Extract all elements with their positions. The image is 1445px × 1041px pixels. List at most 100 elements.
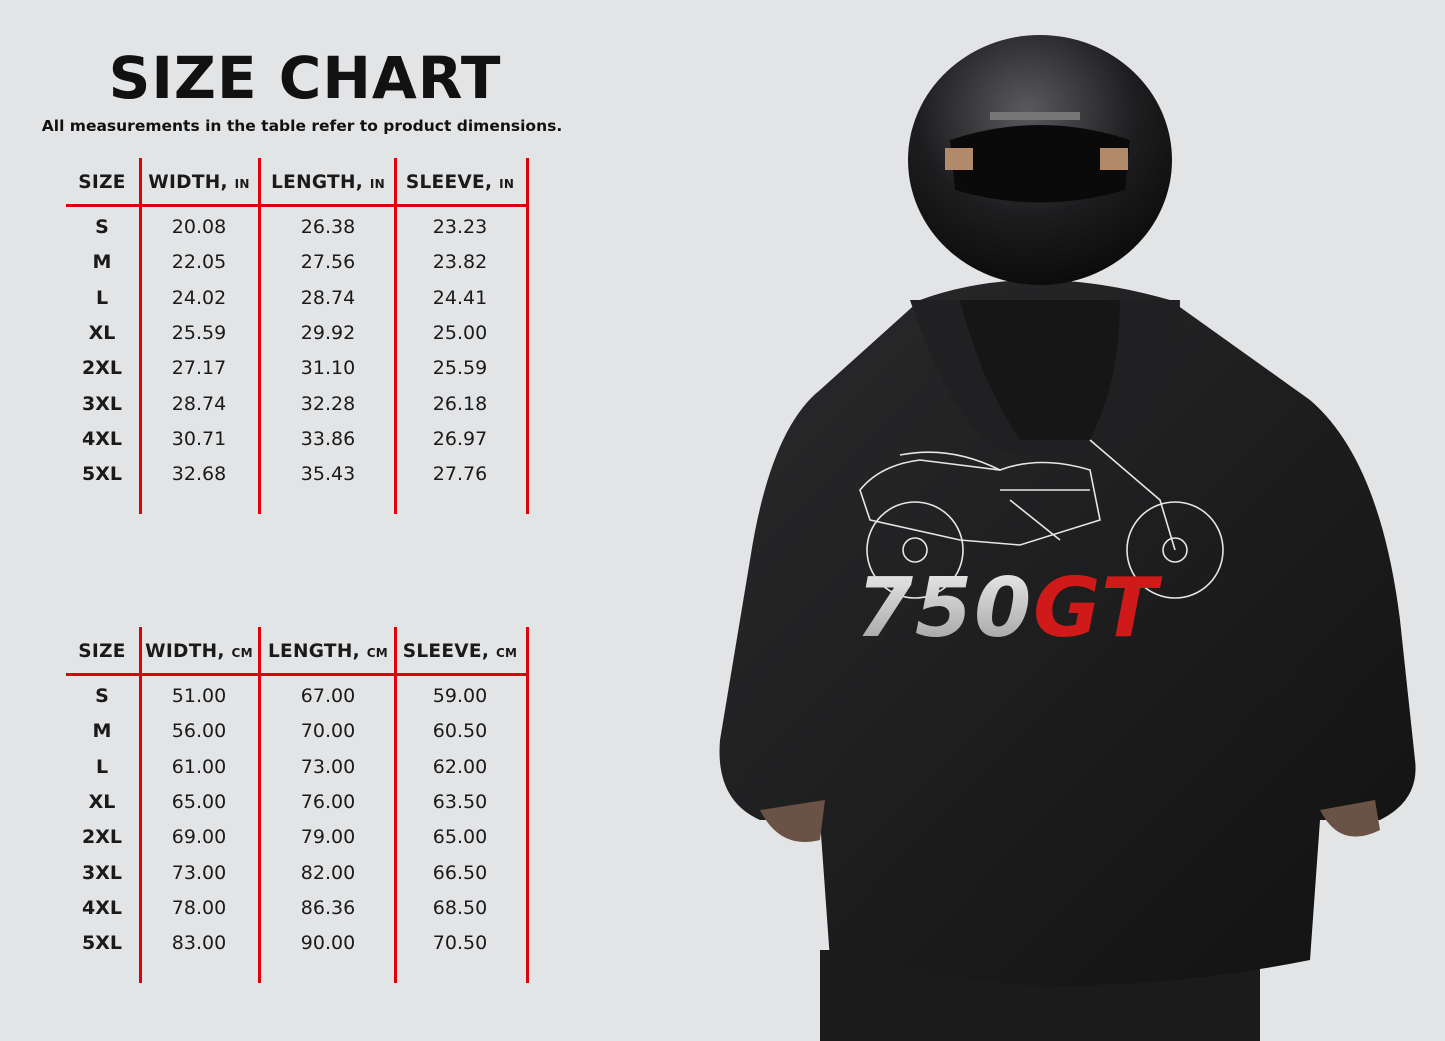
measurement-value: 33.86: [300, 427, 356, 450]
size-label: XL: [88, 790, 116, 813]
measurement-value: 79.00: [300, 826, 356, 849]
measurement-value: 25.59: [171, 321, 227, 344]
size-label: 4XL: [82, 427, 122, 450]
size-label: 2XL: [82, 357, 122, 380]
column-header: LENGTH, CM: [268, 641, 388, 662]
measurement-value: 69.00: [171, 826, 227, 849]
table-column-divider: [526, 627, 529, 983]
measurement-value: 60.50: [432, 720, 488, 743]
column-header-unit: CM: [231, 646, 253, 660]
table-column-divider: [139, 627, 142, 983]
size-label: L: [95, 286, 109, 309]
page-title: SIZE CHART: [108, 44, 502, 112]
column-header: SIZE: [78, 641, 125, 662]
hoodie: [719, 280, 1416, 986]
column-header-unit: CM: [366, 646, 389, 660]
measurement-value: 82.00: [300, 861, 356, 884]
column-header-label: SLEEVE,: [405, 172, 493, 193]
measurement-value: 24.41: [432, 286, 488, 309]
measurement-value: 35.43: [300, 463, 356, 486]
column-header-unit: IN: [234, 177, 250, 191]
measurement-value: 90.00: [300, 932, 356, 955]
size-label: L: [95, 755, 109, 778]
measurement-value: 25.59: [432, 357, 488, 380]
size-label: 5XL: [82, 932, 122, 955]
measurement-value: 32.68: [171, 463, 227, 486]
measurement-value: 56.00: [171, 720, 227, 743]
size-label: 3XL: [82, 861, 122, 884]
column-header-label: LENGTH,: [267, 641, 360, 662]
measurement-value: 23.23: [432, 216, 488, 238]
measurement-value: 26.97: [432, 427, 488, 450]
measurement-value: 24.02: [171, 286, 227, 309]
size-label: S: [95, 216, 109, 238]
column-header: WIDTH, IN: [148, 172, 249, 193]
size-label: S: [95, 685, 109, 707]
measurement-value: 32.28: [300, 392, 356, 415]
measurement-value: 28.74: [171, 392, 227, 415]
measurement-value: 61.00: [171, 755, 227, 778]
measurement-value: 26.38: [300, 216, 356, 238]
measurement-value: 68.50: [432, 896, 488, 919]
column-header: LENGTH, IN: [271, 172, 385, 193]
column-header: SIZE: [78, 172, 125, 193]
measurement-value: 83.00: [171, 932, 227, 955]
measurement-value: 63.50: [432, 790, 488, 813]
column-header: SLEEVE, CM: [403, 641, 518, 662]
measurement-value: 25.00: [432, 321, 488, 344]
column-header-label: SIZE: [78, 641, 126, 662]
measurement-value: 65.00: [171, 790, 227, 813]
measurement-value: 73.00: [171, 861, 227, 884]
column-header-label: WIDTH,: [148, 172, 228, 193]
size-label: XL: [88, 321, 116, 344]
column-header-unit: IN: [499, 177, 515, 191]
column-header-label: SLEEVE,: [402, 641, 490, 662]
measurement-value: 73.00: [300, 755, 356, 778]
size-label: 2XL: [82, 826, 122, 849]
column-header-unit: IN: [369, 177, 385, 191]
measurement-value: 29.92: [300, 321, 356, 344]
size-label: M: [92, 251, 112, 274]
measurement-value: 27.17: [171, 357, 227, 380]
measurement-value: 76.00: [300, 790, 356, 813]
table-header-divider: [66, 673, 528, 676]
table-column-divider: [526, 158, 529, 514]
measurement-value: 78.00: [171, 896, 227, 919]
table-column-divider: [139, 158, 142, 514]
measurement-value: 30.71: [171, 427, 227, 450]
measurement-value: 26.18: [432, 392, 488, 415]
size-label: 3XL: [82, 392, 122, 415]
measurement-value: 23.82: [432, 251, 488, 274]
measurement-value: 51.00: [171, 685, 227, 707]
measurement-value: 59.00: [432, 685, 488, 707]
column-header-unit: CM: [495, 646, 518, 660]
measurement-value: 22.05: [171, 251, 227, 274]
table-header-divider: [66, 204, 528, 207]
column-header-label: SIZE: [78, 172, 126, 193]
measurement-value: 62.00: [432, 755, 488, 778]
motorcycle-illustration: [859, 439, 1224, 599]
table-column-divider: [394, 627, 397, 983]
measurement-value: 70.50: [432, 932, 488, 955]
table-column-divider: [258, 627, 261, 983]
size-label: M: [92, 720, 112, 743]
column-header-label: LENGTH,: [271, 172, 364, 193]
measurement-value: 65.00: [432, 826, 488, 849]
measurement-value: 20.08: [171, 216, 227, 238]
measurement-value: 66.50: [432, 861, 488, 884]
model-photo: 750GT: [719, 35, 1416, 1041]
column-header-label: WIDTH,: [145, 641, 225, 662]
measurement-value: 27.76: [432, 463, 488, 486]
measurement-value: 31.10: [300, 357, 356, 380]
table-column-divider: [258, 158, 261, 514]
table-column-divider: [394, 158, 397, 514]
size-table-inches: SIZE WIDTH, IN LENGTH, IN SLEEVE, IN S 20.08 2…: [66, 158, 529, 514]
measurement-value: 70.00: [300, 720, 356, 743]
measurement-value: 27.56: [300, 251, 356, 274]
page-subtitle: All measurements in the table refer to p…: [41, 117, 563, 135]
measurement-value: 28.74: [300, 286, 356, 309]
size-table-cm: SIZE WIDTH, CM LENGTH, CM SLEEVE, CM S 51.00 6…: [66, 627, 529, 983]
measurement-value: 67.00: [300, 685, 356, 707]
column-header: WIDTH, CM: [145, 641, 253, 662]
column-header: SLEEVE, IN: [406, 172, 514, 193]
